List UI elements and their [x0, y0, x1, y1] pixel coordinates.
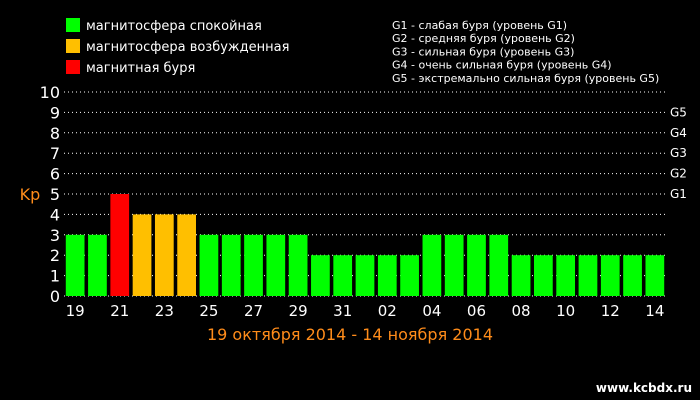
y-axis-label: Kp — [20, 185, 41, 204]
bar — [422, 234, 442, 296]
y-tick-label: 6 — [50, 165, 60, 184]
legend-label-storm: магнитная буря — [86, 61, 195, 76]
y-tick-label: 0 — [50, 287, 60, 306]
storm-scale-g4: G4 - очень сильная буря (уровень G4) — [392, 59, 612, 72]
legend-swatch-quiet — [66, 18, 80, 32]
bar — [199, 234, 219, 296]
x-tick-label: 02 — [378, 302, 397, 320]
legend-label-active: магнитосфера возбужденная — [86, 40, 289, 55]
x-tick-label: 31 — [333, 302, 352, 320]
bar — [489, 234, 509, 296]
x-tick-label: 21 — [110, 302, 129, 320]
g-tick-g1: G1 — [670, 187, 687, 201]
bar — [110, 194, 130, 296]
bar — [467, 234, 486, 296]
x-tick-label: 12 — [601, 302, 620, 320]
bar — [556, 255, 576, 296]
date-range-label: 19 октября 2014 - 14 ноября 2014 — [207, 325, 493, 344]
x-tick-label: 19 — [66, 302, 85, 320]
bar — [65, 234, 85, 296]
watermark: www.kcbdx.ru — [596, 381, 692, 395]
g-tick-g2: G2 — [670, 167, 687, 181]
y-tick-label: 10 — [40, 83, 60, 102]
x-tick-label: 27 — [244, 302, 263, 320]
legend-label-quiet: магнитосфера спокойная — [86, 19, 262, 34]
storm-scale-legend: G1 - слабая буря (уровень G1)G2 - средня… — [392, 19, 659, 85]
bar — [377, 255, 397, 296]
bar — [534, 255, 553, 296]
bar — [288, 234, 308, 296]
x-axis-ticks: 19 21 23 25 27 29 31 02 04 06 08 10 12 14 — [66, 302, 665, 320]
bar — [88, 234, 107, 296]
bar — [600, 255, 620, 296]
bar — [266, 234, 286, 296]
g-level-ticks: G1 G2 G3 G4 G5 — [670, 105, 687, 201]
bar — [333, 255, 353, 296]
x-tick-label: 10 — [556, 302, 575, 320]
bar — [177, 214, 196, 296]
y-tick-label: 9 — [50, 103, 60, 122]
bars — [65, 194, 665, 296]
y-tick-label: 4 — [50, 205, 60, 224]
storm-scale-g5: G5 - экстремально сильная буря (уровень … — [392, 72, 659, 85]
bar — [623, 255, 642, 296]
legend-swatch-storm — [66, 60, 80, 74]
y-tick-label: 2 — [50, 246, 60, 265]
x-tick-label: 08 — [512, 302, 531, 320]
bar — [645, 255, 665, 296]
x-tick-label: 14 — [645, 302, 664, 320]
x-tick-label: 04 — [422, 302, 441, 320]
storm-scale-g3: G3 - сильная буря (уровень G3) — [392, 45, 574, 58]
bar — [311, 255, 330, 296]
bar — [444, 234, 464, 296]
bar — [221, 234, 241, 296]
legend-swatch-active — [66, 39, 80, 53]
x-tick-label: 29 — [289, 302, 308, 320]
storm-scale-g1: G1 - слабая буря (уровень G1) — [392, 19, 567, 32]
y-axis-ticks: 01 23 456 78 910 — [40, 83, 60, 306]
g-tick-g4: G4 — [670, 126, 687, 140]
bar — [154, 214, 174, 296]
bar — [511, 255, 531, 296]
bar — [578, 255, 598, 296]
y-tick-label: 5 — [50, 185, 60, 204]
storm-scale-g2: G2 - средняя буря (уровень G2) — [392, 32, 575, 45]
bar — [400, 255, 419, 296]
y-tick-label: 7 — [50, 144, 60, 163]
bar — [132, 214, 152, 296]
bar — [244, 234, 263, 296]
y-tick-label: 3 — [50, 226, 60, 245]
legend: магнитосфера спокойная магнитосфера возбу… — [66, 18, 289, 76]
x-tick-label: 06 — [467, 302, 486, 320]
y-tick-label: 8 — [50, 124, 60, 143]
g-tick-g5: G5 — [670, 105, 687, 119]
g-tick-g3: G3 — [670, 146, 687, 160]
x-tick-label: 23 — [155, 302, 174, 320]
y-tick-label: 1 — [50, 267, 60, 286]
bar — [355, 255, 375, 296]
x-tick-label: 25 — [199, 302, 218, 320]
